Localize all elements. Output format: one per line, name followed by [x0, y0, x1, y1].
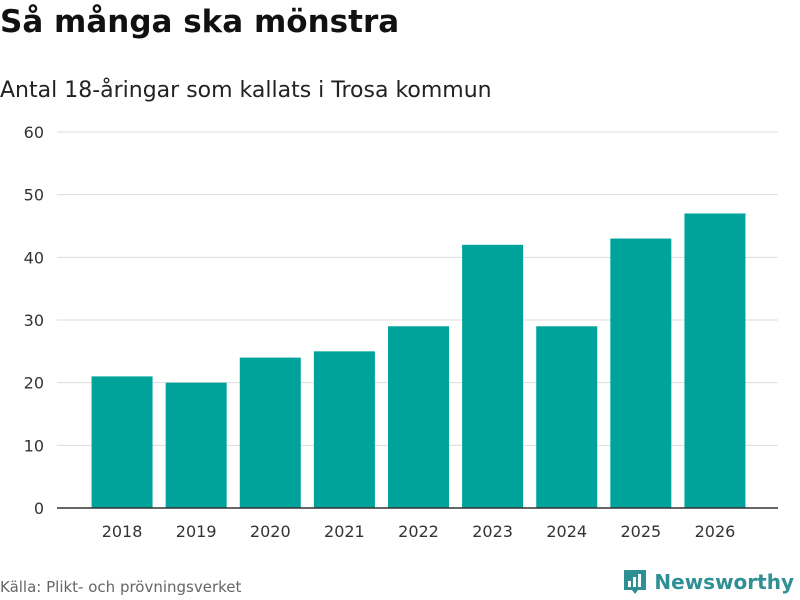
x-tick-label: 2026: [695, 522, 736, 541]
y-tick-label: 0: [34, 499, 44, 518]
x-tick-label: 2022: [398, 522, 439, 541]
y-tick-label: 10: [24, 436, 44, 455]
y-tick-label: 20: [24, 374, 44, 393]
bar-2018: [91, 376, 153, 508]
x-tick-label: 2023: [472, 522, 513, 541]
x-tick-label: 2024: [546, 522, 587, 541]
bar-2026: [684, 213, 746, 508]
x-tick-label: 2019: [176, 522, 217, 541]
bar-2020: [239, 357, 301, 508]
source-note: Källa: Plikt- och prövningsverket: [0, 578, 242, 596]
brand-name: Newsworthy: [654, 570, 794, 594]
x-tick-label: 2025: [620, 522, 661, 541]
y-tick-label: 50: [24, 186, 44, 205]
bar-chart: 0 10 20 30 40 50 60 2018 2019 2020 2021 2022 2023 202…: [24, 123, 778, 541]
y-tick-label: 60: [24, 123, 44, 142]
bar-2022: [388, 326, 449, 508]
bar-2024: [536, 326, 598, 508]
bar-2021: [313, 351, 375, 508]
x-tick-label: 2018: [102, 522, 143, 541]
bar-2025: [610, 238, 672, 509]
y-tick-label: 40: [24, 248, 44, 267]
y-tick-label: 30: [24, 311, 44, 330]
chart-subtitle: Antal 18-åringar som kallats i Trosa kom…: [0, 78, 492, 103]
x-tick-label: 2020: [250, 522, 291, 541]
bar-2019: [165, 382, 227, 508]
brand-logo: Newsworthy: [622, 568, 794, 596]
x-tick-label: 2021: [324, 522, 365, 541]
chart-title: Så många ska mönstra: [0, 4, 400, 40]
bar-2023: [462, 244, 524, 509]
newsworthy-logo-icon: [624, 570, 647, 594]
